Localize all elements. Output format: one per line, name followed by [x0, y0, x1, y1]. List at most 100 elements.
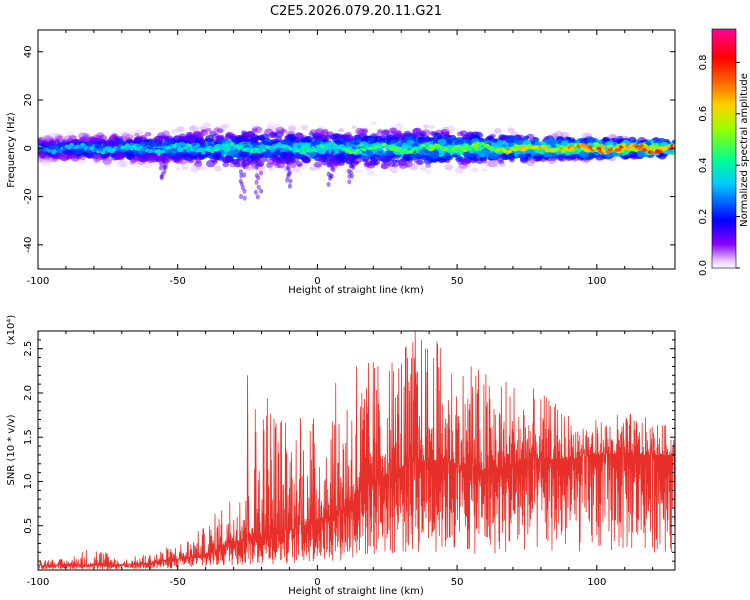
heatmap-cell	[314, 128, 325, 136]
heatmap-cell	[403, 130, 412, 138]
heatmap-ridge-cell	[218, 146, 224, 151]
heatmap-cell	[347, 173, 352, 179]
x-tick-label: 50	[451, 276, 464, 287]
heatmap-cell	[551, 133, 558, 139]
heatmap-cell	[463, 151, 472, 158]
heatmap-cell	[227, 150, 235, 156]
heatmap-cell	[184, 153, 194, 162]
heatmap-cell	[295, 161, 303, 167]
heatmap-ridge-cell	[201, 151, 206, 155]
heatmap-cell	[438, 158, 445, 164]
heatmap-cell	[245, 131, 256, 139]
heatmap-cell	[256, 175, 261, 181]
heatmap-cell	[274, 149, 280, 154]
heatmap-cell	[671, 139, 675, 144]
heatmap-cell	[130, 131, 136, 136]
heatmap-cell	[42, 159, 52, 167]
heatmap-ridge-cell	[357, 150, 363, 155]
heatmap-cell	[486, 135, 494, 141]
heatmap-cell	[250, 163, 256, 168]
heatmap-ridge-cell	[639, 144, 644, 148]
heatmap-cell	[41, 157, 50, 164]
heatmap-cell	[398, 160, 406, 167]
heatmap-cell	[328, 175, 333, 181]
heatmap-ridge-cell	[254, 147, 260, 152]
heatmap-ridge-cell	[616, 147, 622, 152]
heatmap-cell	[255, 126, 263, 132]
heatmap-cell	[532, 137, 540, 143]
heatmap-ridge-cell	[180, 142, 186, 146]
x-tick-label: 0	[314, 577, 320, 588]
y-tick-label: 1.0	[23, 474, 34, 490]
x-tick-label: 0	[314, 276, 320, 287]
heatmap-cell	[79, 154, 87, 161]
heatmap-ridge-cell	[66, 146, 72, 150]
heatmap-cell	[367, 170, 375, 176]
heatmap-cell	[508, 135, 518, 143]
heatmap-cell	[239, 173, 244, 179]
heatmap-cell	[254, 165, 259, 170]
heatmap-cell	[529, 158, 537, 164]
heatmap-cell	[326, 162, 331, 168]
heatmap-cell	[149, 143, 155, 148]
heatmap-cell	[153, 135, 163, 144]
heatmap-cell	[350, 158, 355, 164]
x-tick-label: 100	[587, 276, 606, 287]
heatmap-cell	[492, 138, 499, 143]
heatmap-cell	[378, 157, 384, 162]
heatmap-cell	[241, 134, 249, 139]
heatmap-cell	[471, 167, 479, 173]
heatmap-cell	[143, 138, 150, 143]
y-tick-label: -40	[23, 237, 34, 253]
heatmap-ridge-cell	[672, 143, 675, 148]
heatmap-cell	[321, 157, 329, 163]
heatmap-cell	[259, 153, 264, 159]
heatmap-cell	[387, 134, 396, 140]
heatmap-cell	[176, 125, 185, 132]
x-tick-label: -50	[170, 577, 186, 588]
heatmap-cell	[307, 150, 317, 158]
heatmap-cell	[370, 157, 378, 164]
heatmap-ridge-cell	[160, 149, 166, 154]
heatmap-cell	[507, 127, 515, 133]
colorbar-tick-label: 0.4	[698, 157, 709, 173]
heatmap-cell	[286, 173, 291, 179]
heatmap-cell	[185, 136, 196, 144]
heatmap-cell	[263, 151, 272, 158]
heatmap-cell	[117, 160, 127, 168]
heatmap-cell	[428, 125, 435, 129]
heatmap-cell	[74, 148, 83, 156]
heatmap-cell	[266, 122, 275, 129]
heatmap-cell	[158, 165, 163, 171]
heatmap-cell	[84, 137, 91, 142]
heatmap-cell	[300, 124, 309, 131]
heatmap-ridge-cell	[437, 145, 443, 149]
spectrogram-ylabel: Frequency (Hz)	[6, 112, 17, 188]
heatmap-cell	[462, 134, 470, 140]
spectrogram-xlabel: Height of straight line (km)	[288, 285, 424, 296]
heatmap-cell	[377, 150, 383, 154]
x-tick-label: -50	[170, 276, 186, 287]
y-tick-label: 1.5	[23, 429, 34, 445]
heatmap-cell	[38, 139, 43, 143]
y-tick-label: 0	[23, 145, 34, 151]
heatmap-cell	[255, 194, 260, 200]
heatmap-cell	[560, 131, 570, 139]
heatmap-cell	[306, 139, 312, 143]
heatmap-cell	[461, 158, 470, 166]
colorbar: 0.0 0.2 0.4 0.6 0.8 Normalized spectral ampl…	[698, 28, 750, 276]
heatmap-cell	[140, 150, 147, 155]
heatmap-cell	[121, 135, 127, 139]
heatmap-cell	[111, 133, 119, 138]
heatmap-cell	[419, 130, 427, 136]
heatmap-ridge-cell	[462, 148, 468, 153]
y-tick-label: 2.0	[23, 385, 34, 401]
heatmap-cell	[271, 132, 278, 137]
heatmap-cell	[295, 132, 303, 138]
heatmap-cell	[303, 158, 310, 163]
heatmap-ridge-cell	[375, 142, 381, 146]
heatmap-cell	[498, 134, 507, 141]
heatmap-cell	[425, 163, 432, 168]
heatmap-cell	[351, 164, 356, 170]
